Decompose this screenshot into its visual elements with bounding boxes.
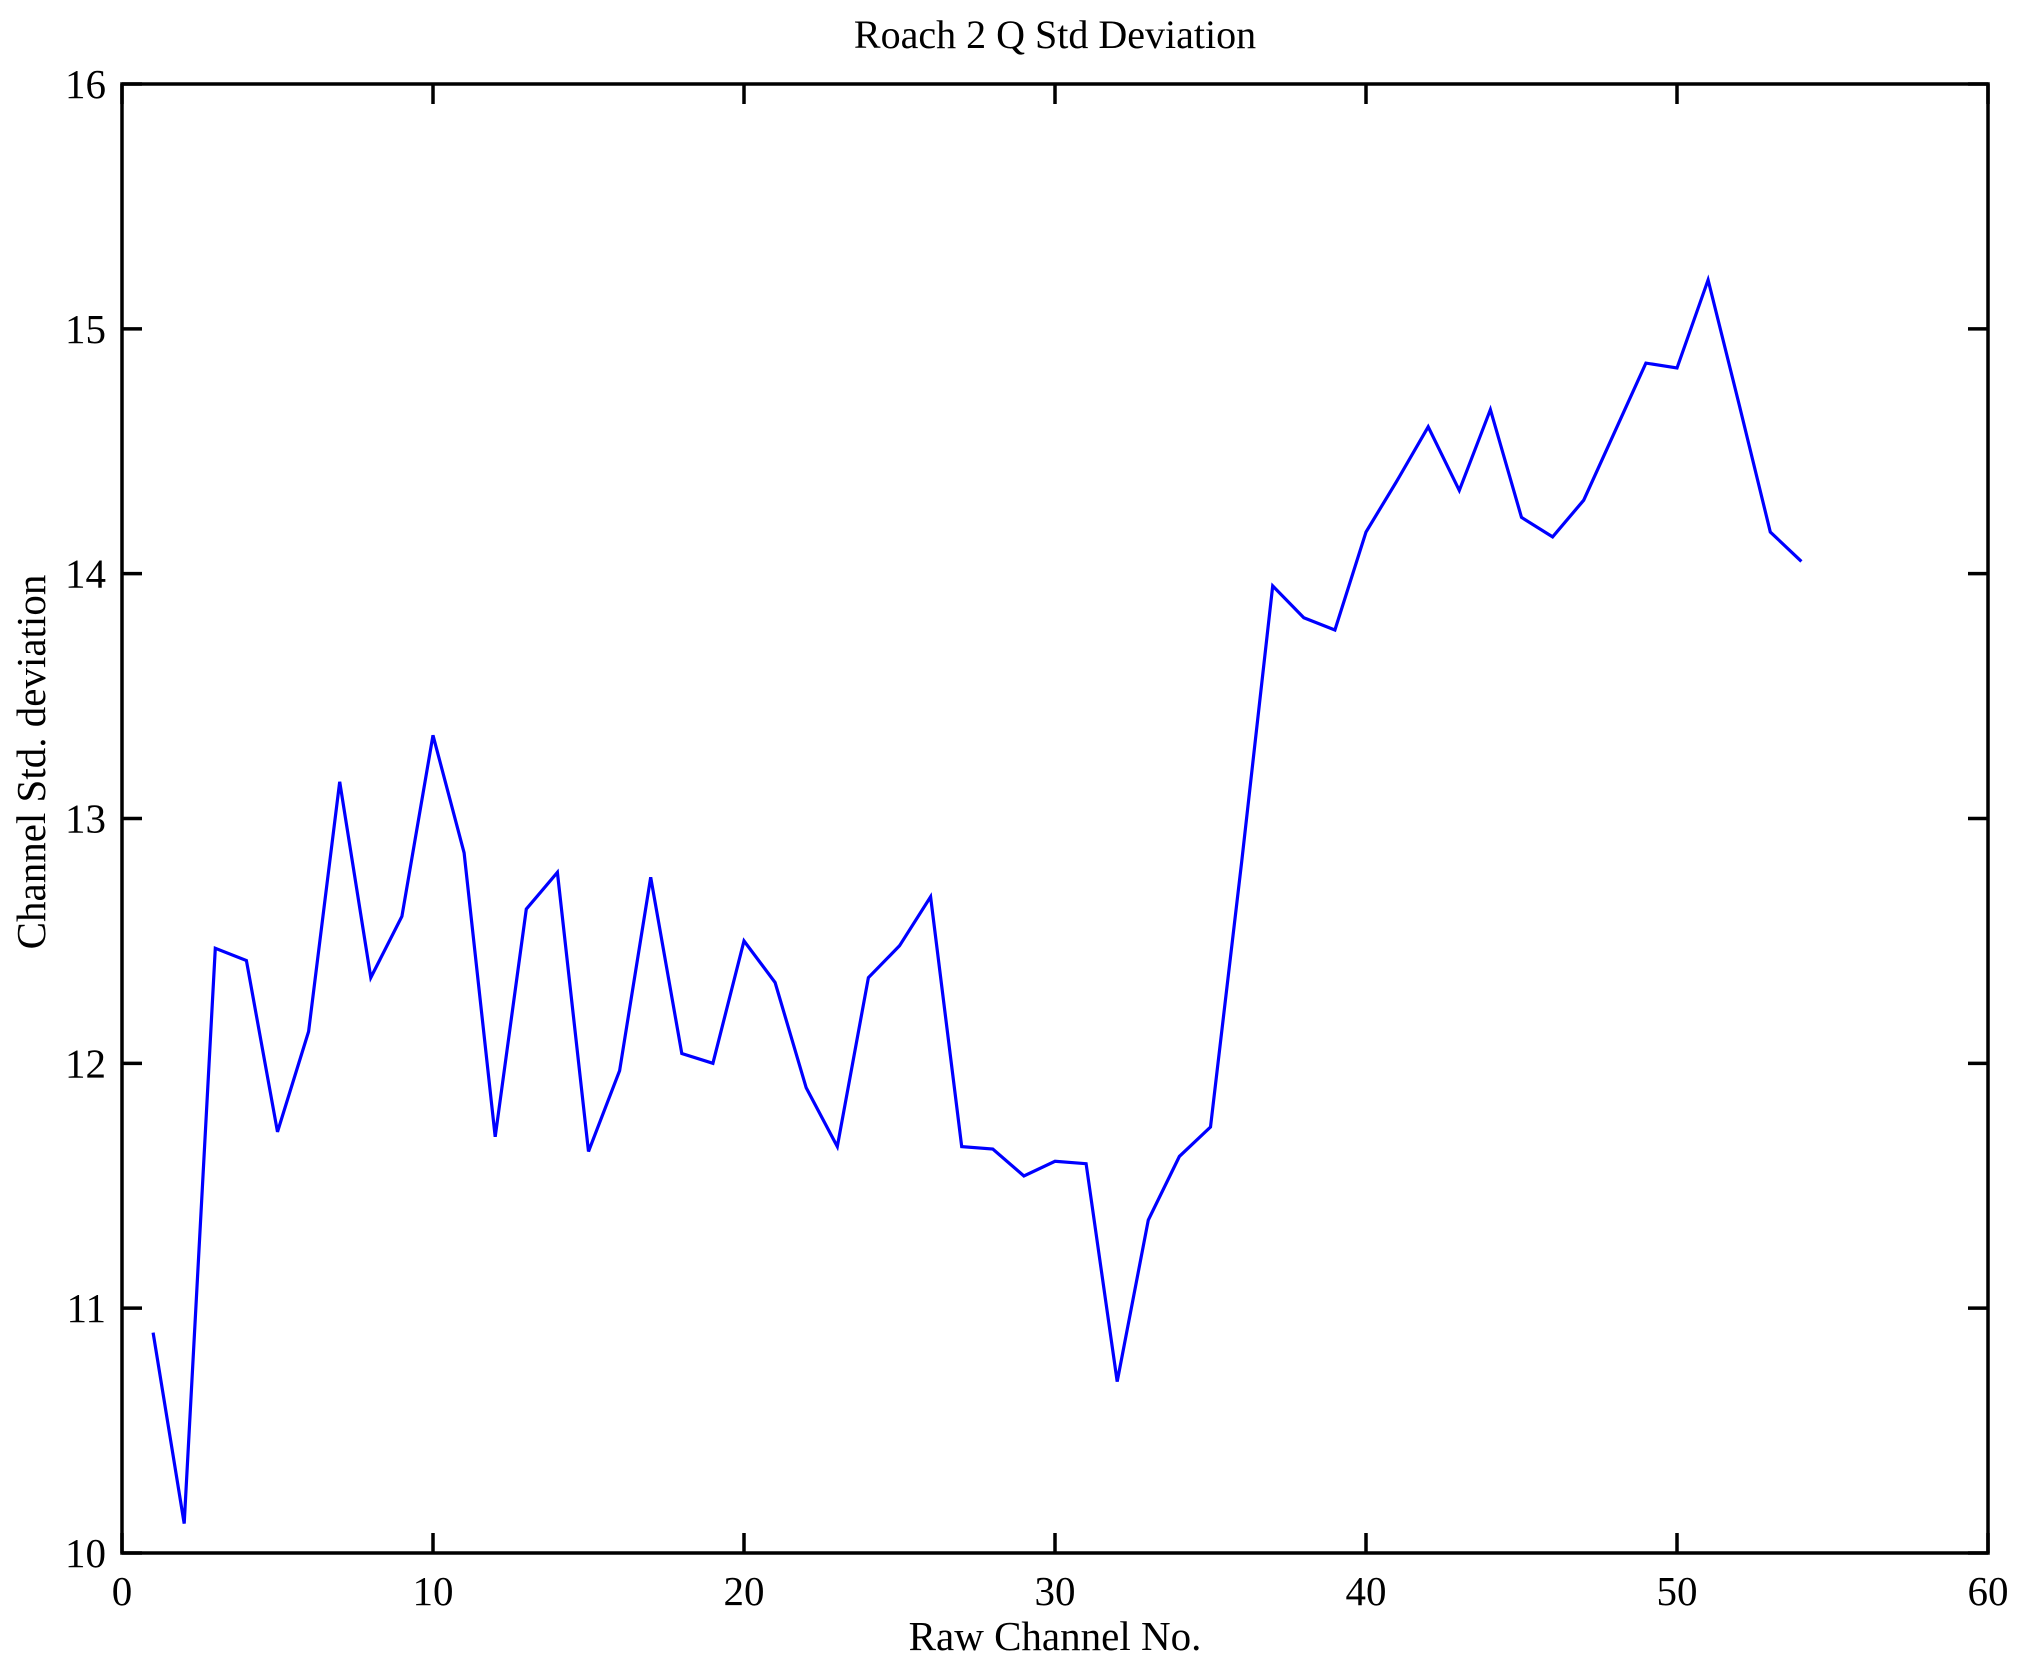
x-tick-label: 50 <box>1657 1568 1698 1614</box>
y-tick-label: 13 <box>65 796 106 842</box>
y-tick-label: 10 <box>65 1530 106 1576</box>
data-series <box>151 274 1803 1524</box>
std-deviation-line <box>151 274 1803 1524</box>
y-tick-label: 15 <box>65 306 106 352</box>
y-tick-label: 14 <box>65 551 106 597</box>
x-tick-label: 0 <box>112 1568 133 1614</box>
x-axis-label: Raw Channel No. <box>909 1613 1202 1659</box>
axis-ticks <box>120 82 1990 1555</box>
x-tick-label: 20 <box>724 1568 765 1614</box>
plot-box <box>120 82 1990 1555</box>
x-tick-label: 40 <box>1346 1568 1387 1614</box>
y-axis-label: Channel Std. deviation <box>8 575 54 950</box>
y-tick-label: 16 <box>65 61 106 107</box>
chart-title: Roach 2 Q Std Deviation <box>854 12 1256 57</box>
x-tick-label: 10 <box>413 1568 454 1614</box>
y-tick-label: 11 <box>67 1285 106 1331</box>
x-tick-label: 60 <box>1968 1568 2009 1614</box>
x-tick-label: 30 <box>1035 1568 1076 1614</box>
y-tick-label: 12 <box>65 1040 106 1086</box>
